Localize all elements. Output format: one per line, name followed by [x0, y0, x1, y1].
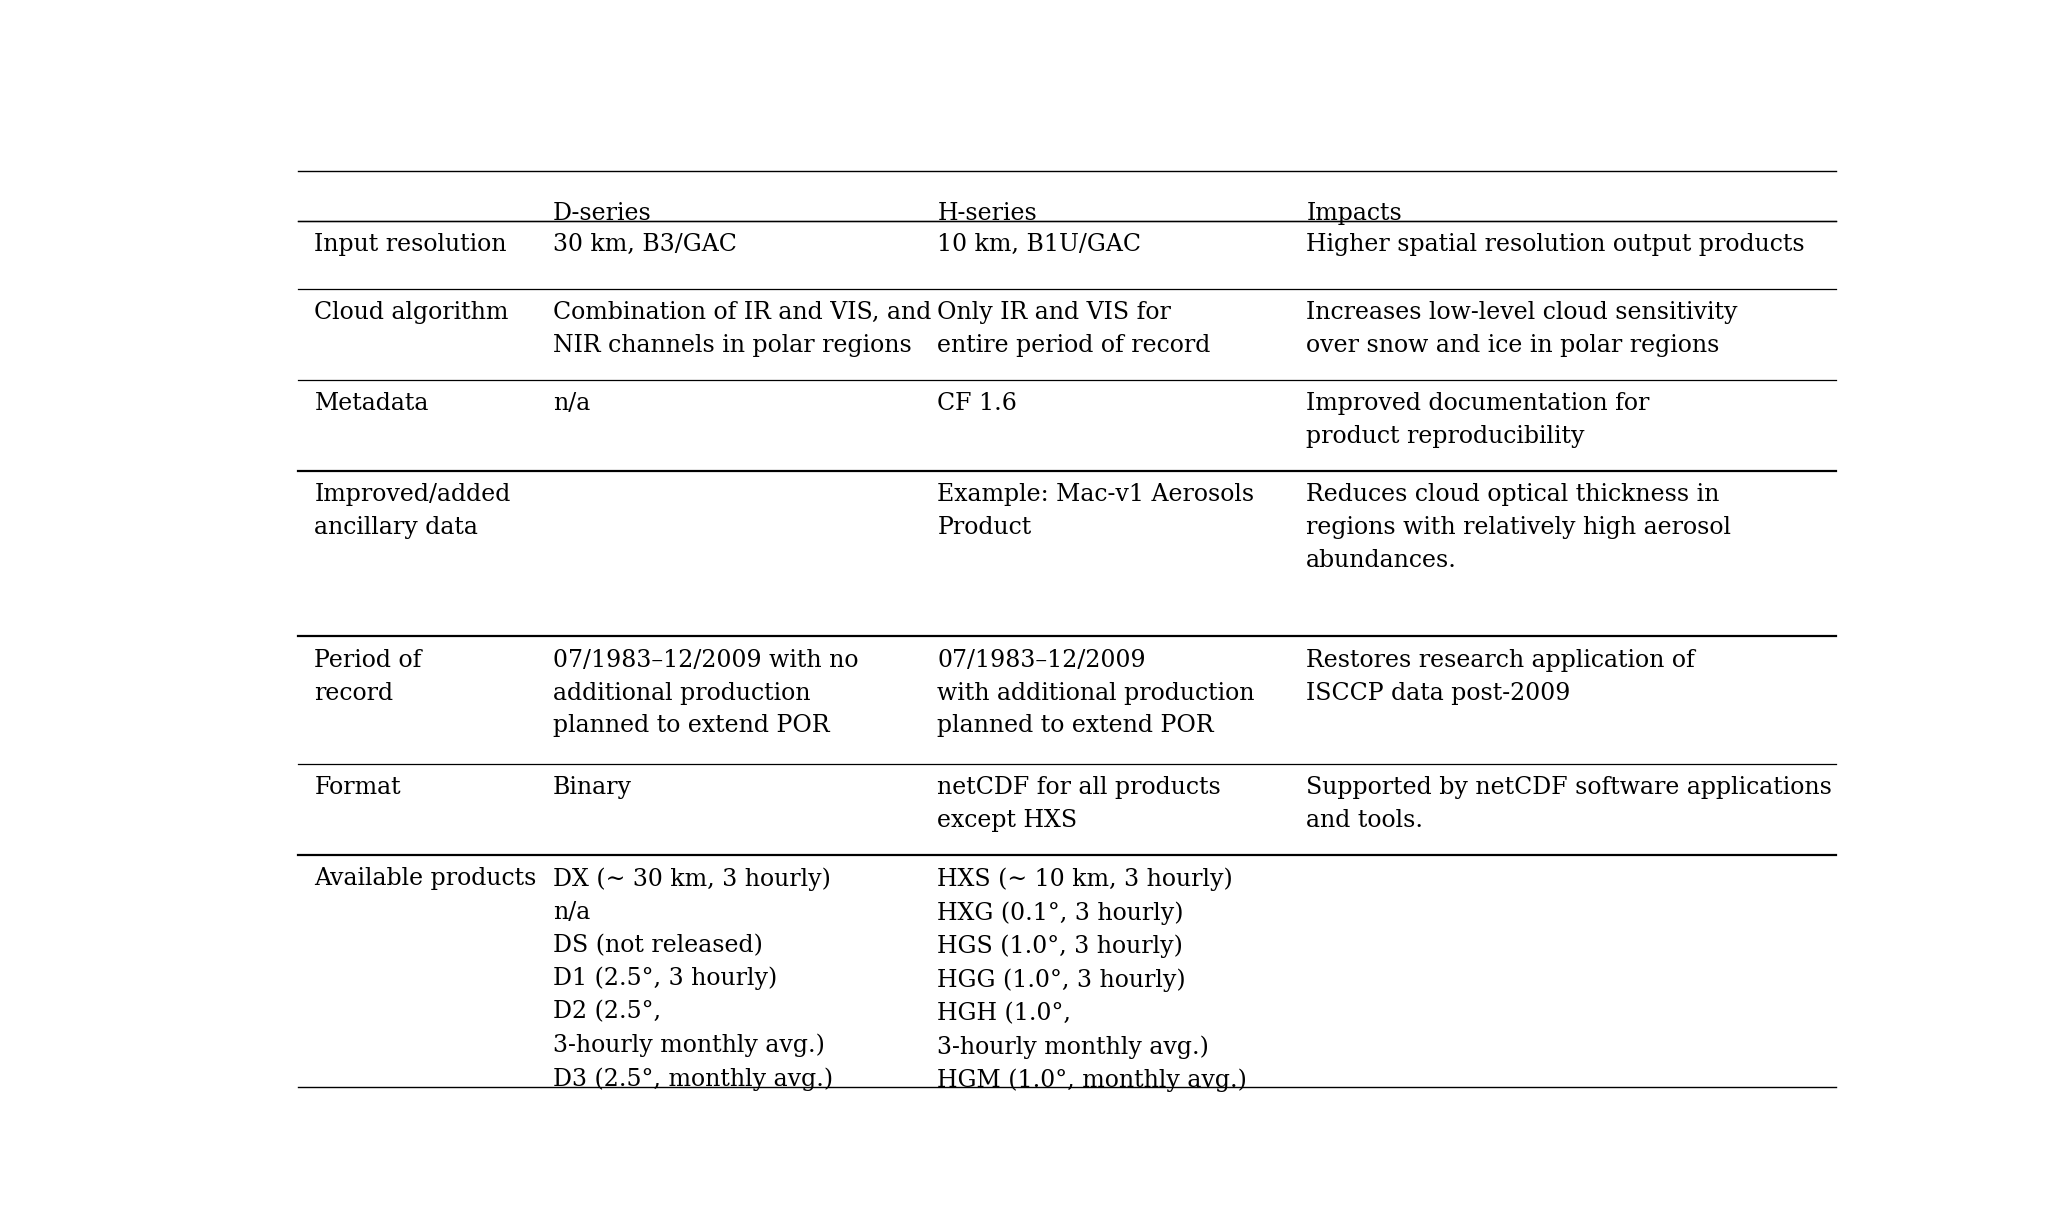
- Text: Format: Format: [314, 776, 401, 800]
- Text: Reduces cloud optical thickness in
regions with relatively high aerosol
abundanc: Reduces cloud optical thickness in regio…: [1306, 483, 1732, 572]
- Text: Only IR and VIS for
entire period of record: Only IR and VIS for entire period of rec…: [936, 301, 1211, 357]
- Text: n/a: n/a: [552, 392, 589, 415]
- Text: 30 km, B3/GAC: 30 km, B3/GAC: [552, 232, 736, 256]
- Text: H-series: H-series: [936, 202, 1038, 225]
- Text: Higher spatial resolution output products: Higher spatial resolution output product…: [1306, 232, 1804, 256]
- Text: HXS (∼ 10 km, 3 hourly)
HXG (0.1°, 3 hourly)
HGS (1.0°, 3 hourly)
HGG (1.0°, 3 h: HXS (∼ 10 km, 3 hourly) HXG (0.1°, 3 hou…: [936, 867, 1246, 1092]
- Text: Increases low-level cloud sensitivity
over snow and ice in polar regions: Increases low-level cloud sensitivity ov…: [1306, 301, 1738, 357]
- Text: Metadata: Metadata: [314, 392, 428, 415]
- Text: netCDF for all products
except HXS: netCDF for all products except HXS: [936, 776, 1222, 833]
- Text: Impacts: Impacts: [1306, 202, 1401, 225]
- Text: 10 km, B1U/GAC: 10 km, B1U/GAC: [936, 232, 1141, 256]
- Text: 07/1983–12/2009 with no
additional production
planned to extend POR: 07/1983–12/2009 with no additional produ…: [552, 648, 858, 738]
- Text: Available products: Available products: [314, 867, 537, 891]
- Text: DX (∼ 30 km, 3 hourly)
n/a
DS (not released)
D1 (2.5°, 3 hourly)
D2 (2.5°,
3-hou: DX (∼ 30 km, 3 hourly) n/a DS (not relea…: [552, 867, 833, 1091]
- Text: CF 1.6: CF 1.6: [936, 392, 1017, 415]
- Text: Cloud algorithm: Cloud algorithm: [314, 301, 508, 323]
- Text: D-series: D-series: [552, 202, 651, 225]
- Text: Improved documentation for
product reproducibility: Improved documentation for product repro…: [1306, 392, 1649, 448]
- Text: Supported by netCDF software applications
and tools.: Supported by netCDF software application…: [1306, 776, 1831, 833]
- Text: 07/1983–12/2009
with additional production
planned to extend POR: 07/1983–12/2009 with additional producti…: [936, 648, 1255, 738]
- Text: Binary: Binary: [552, 776, 633, 800]
- Text: Example: Mac-v1 Aerosols
Product: Example: Mac-v1 Aerosols Product: [936, 483, 1255, 539]
- Text: Restores research application of
ISCCP data post-2009: Restores research application of ISCCP d…: [1306, 648, 1695, 705]
- Text: Input resolution: Input resolution: [314, 232, 506, 256]
- Text: Improved/added
ancillary data: Improved/added ancillary data: [314, 483, 511, 539]
- Text: Combination of IR and VIS, and
NIR channels in polar regions: Combination of IR and VIS, and NIR chann…: [552, 301, 932, 357]
- Text: Period of
record: Period of record: [314, 648, 422, 705]
